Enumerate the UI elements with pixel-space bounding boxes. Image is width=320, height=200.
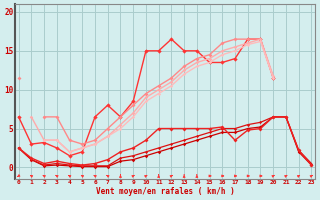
X-axis label: Vent moyen/en rafales ( km/h ): Vent moyen/en rafales ( km/h ) <box>96 187 234 196</box>
